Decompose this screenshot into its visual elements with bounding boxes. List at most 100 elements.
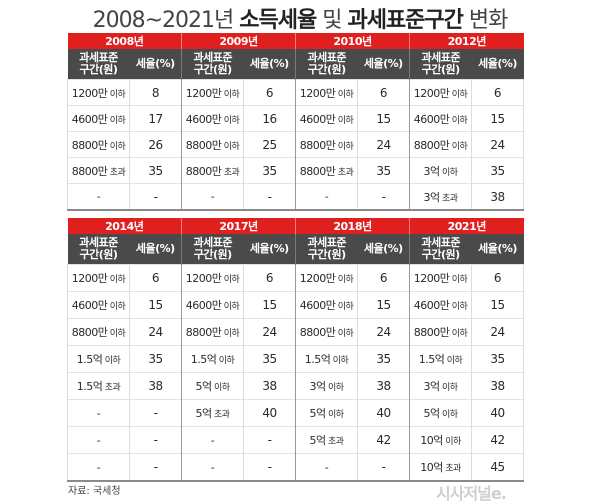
bracket-qualifier: 이하 xyxy=(325,383,344,393)
bracket-amount: 4600만 xyxy=(185,112,222,126)
title-period: 2008~2021년 xyxy=(92,8,240,33)
rate-column-header: 세율(%) xyxy=(243,49,296,80)
bracket-qualifier: 이하 xyxy=(221,275,240,285)
bracket-column-header: 과세표준 구간(원) xyxy=(181,234,244,265)
bracket-amount: 4600만 xyxy=(413,112,450,126)
bracket-amount: 8800만 xyxy=(71,138,108,152)
table-row: - - - - - -3억 초과 38 xyxy=(67,183,524,210)
table-body: 1200만 이하 6 1200만 이하 6 1200만 이하 6 1200만 이하 6 4600… xyxy=(67,264,524,481)
table-row: 8800만 이하 24 8800만 이하 24 8800만 이하 24 8800만 이하 24 xyxy=(67,318,524,346)
bracket-cell: 5억 초과 xyxy=(181,399,244,427)
bracket-cell: 3억 이하 xyxy=(295,372,358,400)
bracket-amount: 8800만 xyxy=(299,326,336,339)
year-header: 2010년 xyxy=(295,33,410,49)
bracket-amount: 1200만 xyxy=(185,86,222,100)
bracket-qualifier: 이하 xyxy=(335,89,354,100)
bracket-amount: 1200만 xyxy=(71,86,108,100)
bracket-amount: 1.5억 xyxy=(190,353,217,366)
bracket-qualifier: 이하 xyxy=(335,302,354,312)
bracket-amount: 1200만 xyxy=(413,86,450,100)
bracket-amount: 10억 xyxy=(420,461,443,474)
bracket-amount: 8800만 xyxy=(185,138,222,152)
rate-column-header: 세율(%) xyxy=(471,234,524,265)
title-income-tax-rate: 소득세율 xyxy=(239,8,317,33)
bracket-cell: 1.5억 이하 xyxy=(181,345,244,373)
bracket-cell: 8800만 초과 xyxy=(67,157,130,184)
bracket-cell: 8800만 이하 xyxy=(295,318,358,346)
bracket-column-header: 과세표준 구간(원) xyxy=(409,49,472,80)
bracket-amount: 1200만 xyxy=(71,272,108,285)
bracket-amount: 4600만 xyxy=(185,299,222,312)
rate-column-header: 세율(%) xyxy=(243,234,296,265)
rate-cell: 6 xyxy=(471,264,524,292)
rate-cell: 17 xyxy=(129,105,182,132)
rate-cell: 15 xyxy=(471,291,524,319)
table-row: 8800만 이하 26 8800만 이하 25 8800만 이하 24 8800만 이하 24 xyxy=(67,131,524,158)
bracket-qualifier: 초과 xyxy=(325,437,344,447)
bracket-cell: - xyxy=(67,399,130,427)
rate-column-header: 세율(%) xyxy=(471,49,524,80)
bracket-amount: 1200만 xyxy=(299,272,336,285)
source-note: 자료: 국세청 xyxy=(68,486,121,497)
bracket-qualifier: 이하 xyxy=(439,383,458,393)
rate-cell: 38 xyxy=(243,372,296,400)
bracket-amount: 8800만 xyxy=(185,326,222,339)
rate-cell: 24 xyxy=(471,131,524,158)
rate-cell: 35 xyxy=(471,157,524,184)
bracket-cell: 1200만 이하 xyxy=(409,79,472,106)
table-row: - - - - - -10억 초과 45 xyxy=(67,453,524,481)
rate-cell: 35 xyxy=(357,157,410,184)
bracket-amount: 8800만 xyxy=(299,164,336,178)
rate-cell: 35 xyxy=(243,157,296,184)
rate-cell: - xyxy=(129,183,182,210)
bracket-cell: 1200만 이하 xyxy=(409,264,472,292)
rate-cell: 24 xyxy=(129,318,182,346)
bracket-qualifier: 이하 xyxy=(449,275,468,285)
bracket-qualifier: 초과 xyxy=(107,167,126,178)
rate-cell: 6 xyxy=(129,264,182,292)
bracket-qualifier: 초과 xyxy=(102,383,121,393)
bracket-qualifier: 이하 xyxy=(449,115,468,126)
bracket-amount: 1.5억 xyxy=(418,353,445,366)
bracket-cell: 8800만 이하 xyxy=(409,318,472,346)
rate-cell: 15 xyxy=(129,291,182,319)
table-row: 1200만 이하 8 1200만 이하 6 1200만 이하 6 1200만 이하 6 xyxy=(67,79,524,106)
rate-cell: 38 xyxy=(357,372,410,400)
rate-cell: 38 xyxy=(471,183,524,210)
rate-cell: 16 xyxy=(243,105,296,132)
bracket-qualifier: 이하 xyxy=(107,275,126,285)
bracket-cell: 8800만 이하 xyxy=(181,318,244,346)
bracket-qualifier: 이하 xyxy=(335,275,354,285)
bracket-amount: - xyxy=(210,460,215,474)
bracket-amount: 5억 xyxy=(309,434,326,447)
bracket-amount: 4600만 xyxy=(71,299,108,312)
rate-column-header: 세율(%) xyxy=(357,234,410,265)
bracket-cell: 4600만 이하 xyxy=(181,291,244,319)
bracket-amount: 1.5억 xyxy=(76,353,103,366)
bracket-cell: 8800만 초과 xyxy=(295,157,358,184)
year-header: 2009년 xyxy=(181,33,296,49)
rate-cell: 35 xyxy=(357,345,410,373)
bracket-cell: 1200만 이하 xyxy=(67,264,130,292)
bracket-qualifier: 이하 xyxy=(107,302,126,312)
rate-cell: 38 xyxy=(471,372,524,400)
rate-cell: - xyxy=(243,453,296,481)
bracket-cell: 5억 초과 xyxy=(295,426,358,454)
bracket-qualifier: 초과 xyxy=(221,167,240,178)
bracket-qualifier: 이하 xyxy=(221,302,240,312)
bracket-amount: - xyxy=(324,460,329,474)
rate-cell: 35 xyxy=(471,345,524,373)
bracket-qualifier: 초과 xyxy=(335,167,354,178)
year-header-row: 2008년 2009년 2010년 2012년 xyxy=(67,33,524,49)
bracket-amount: 4600만 xyxy=(299,299,336,312)
bracket-qualifier: 이하 xyxy=(102,356,121,366)
rate-cell: 24 xyxy=(243,318,296,346)
rate-cell: 42 xyxy=(357,426,410,454)
bracket-qualifier: 이하 xyxy=(449,329,468,339)
bracket-qualifier: 이하 xyxy=(335,329,354,339)
bracket-amount: 1.5억 xyxy=(76,380,103,393)
rate-cell: 6 xyxy=(357,264,410,292)
bracket-amount: 5억 xyxy=(309,407,326,420)
bracket-amount: 3억 xyxy=(423,164,440,178)
bracket-cell: 5억 이하 xyxy=(181,372,244,400)
